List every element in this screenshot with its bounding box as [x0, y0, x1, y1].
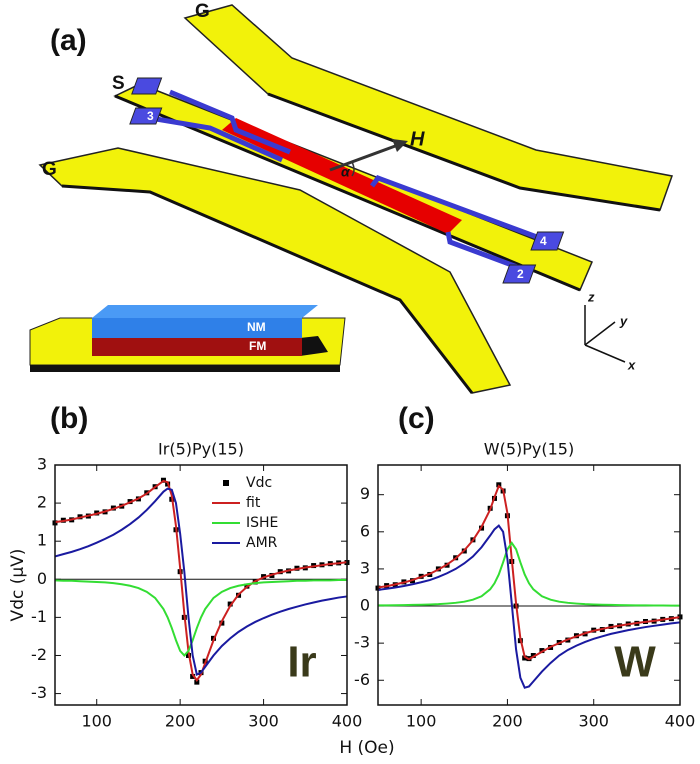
y-tick-label: 1: [37, 531, 47, 550]
contact-lead: [149, 115, 284, 163]
contact-pad: [129, 107, 163, 125]
legend-label: Vdc: [246, 475, 272, 491]
y-tick-label: -3: [31, 683, 47, 702]
chart-title: Ir(5)Py(15): [158, 440, 244, 459]
nm-layer: [92, 318, 302, 338]
series-line: [377, 484, 681, 661]
contact-lead: [169, 89, 291, 155]
signal-label: S: [112, 73, 125, 94]
data-point: [530, 653, 536, 659]
x-tick-label: 400: [665, 712, 696, 731]
ground-label: G: [42, 159, 57, 180]
y-tick-label: 3: [37, 455, 47, 474]
x-tick-label: 100: [81, 712, 112, 731]
contact-pad: [131, 77, 163, 95]
y-tick-label: -2: [31, 645, 47, 664]
panel-label: (c): [398, 402, 435, 435]
y-tick-label: 9: [360, 484, 370, 503]
x-tick-label: 200: [492, 712, 523, 731]
x-tick-label: 100: [406, 712, 437, 731]
legend-marker: [223, 480, 229, 486]
series-line: [377, 524, 681, 689]
series-line: [54, 579, 347, 657]
chart-title: W(5)Py(15): [484, 440, 574, 459]
contact-pad: [502, 264, 537, 284]
edge: [61, 184, 474, 394]
contact-label: 4: [540, 234, 547, 248]
angle-label: α: [341, 164, 351, 180]
y-tick-label: -1: [31, 607, 47, 626]
legend-label: ISHE: [246, 515, 278, 531]
y-axis-label: Vdc (μV): [8, 549, 28, 622]
contact-lead: [445, 231, 521, 271]
legend-label: fit: [246, 495, 261, 511]
field-arrow: [329, 143, 399, 172]
legend-label: AMR: [246, 535, 278, 551]
annotation: W: [614, 638, 656, 687]
contact-pad: [530, 231, 565, 251]
y-tick-label: -6: [354, 670, 370, 689]
data-point: [190, 673, 196, 679]
x-axis-label: H (Oe): [339, 738, 394, 758]
x-tick-label: 300: [578, 712, 609, 731]
fm-layer: [92, 336, 302, 356]
contact-label: 2: [517, 267, 524, 281]
arrow-head: [392, 139, 408, 152]
plot-frame: [54, 464, 348, 706]
layer-label: FM: [249, 339, 266, 353]
series-line: [378, 541, 680, 607]
panel-label: (b): [50, 402, 88, 435]
edge: [114, 94, 581, 292]
contact-label: 3: [147, 109, 154, 123]
y-tick-label: 3: [360, 558, 370, 577]
axes-icon: [584, 305, 626, 363]
x-tick-label: 300: [248, 712, 279, 731]
inset-tail: [300, 336, 328, 356]
data-point: [522, 655, 528, 661]
y-tick-label: 0: [360, 596, 370, 615]
series-line: [54, 479, 348, 682]
y-tick-label: 6: [360, 521, 370, 540]
y-tick-label: -3: [354, 633, 370, 652]
edge: [267, 92, 661, 212]
series-line: [54, 487, 348, 676]
field-label: H: [410, 128, 425, 150]
x-tick-label: 400: [332, 712, 363, 731]
data-point: [227, 601, 233, 607]
x-tick-label: 200: [165, 712, 196, 731]
ground-label: G: [195, 1, 210, 22]
axis-label: z: [587, 289, 595, 304]
contact-label: 1: [175, 79, 182, 93]
ground-top: [183, 4, 673, 211]
data-point: [194, 679, 200, 685]
nm-top: [92, 305, 318, 318]
axis-arrow: [584, 321, 616, 346]
axis-arrow: [584, 344, 626, 363]
annotation: Ir: [287, 638, 316, 687]
contact-lead: [370, 175, 546, 243]
panel-label: (a): [50, 24, 87, 57]
y-tick-label: 0: [37, 569, 47, 588]
plot-frame: [377, 464, 681, 706]
device-diagram: (a) G G S 1 2 3 4 H α NM FM z y x: [29, 1, 673, 394]
y-tick-label: 2: [37, 493, 47, 512]
inset-edge: [30, 365, 340, 372]
data-point: [539, 648, 545, 654]
axis-label: y: [619, 313, 628, 328]
axis-label: x: [627, 357, 636, 372]
angle-arc: [351, 161, 355, 177]
layer-label: NM: [247, 320, 266, 334]
